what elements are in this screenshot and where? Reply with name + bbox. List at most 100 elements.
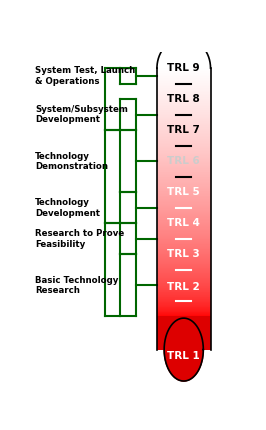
Bar	[157, 230, 210, 231]
Bar	[157, 124, 210, 125]
Bar	[157, 106, 210, 107]
Bar	[157, 161, 210, 162]
Bar	[157, 258, 210, 259]
Bar	[157, 294, 210, 295]
Bar	[157, 240, 210, 241]
Bar	[157, 306, 210, 307]
Bar	[157, 221, 210, 222]
Bar	[157, 93, 210, 94]
Text: TRL 2: TRL 2	[167, 282, 200, 292]
Bar	[157, 246, 210, 247]
Bar	[157, 163, 210, 164]
Bar	[157, 239, 210, 240]
Bar	[157, 285, 210, 286]
Bar	[157, 133, 210, 134]
Bar	[157, 147, 210, 148]
Bar	[157, 298, 210, 299]
Bar	[157, 218, 210, 219]
Bar	[157, 139, 210, 140]
Bar	[157, 271, 210, 272]
Bar	[157, 113, 210, 114]
Bar	[157, 251, 210, 252]
Bar	[157, 290, 210, 291]
Text: TRL 6: TRL 6	[167, 156, 200, 166]
Bar	[157, 89, 210, 90]
Bar	[157, 198, 210, 199]
Text: TRL 4: TRL 4	[167, 218, 200, 228]
Bar	[157, 83, 210, 84]
Bar	[157, 137, 210, 138]
Bar	[157, 236, 210, 237]
Bar	[157, 77, 210, 78]
Bar	[157, 263, 210, 264]
Bar	[157, 229, 210, 230]
Bar	[157, 105, 210, 106]
Bar	[157, 288, 210, 289]
Bar	[157, 196, 210, 197]
Bar	[157, 159, 210, 160]
Bar	[157, 201, 210, 202]
Bar	[157, 224, 210, 225]
Bar	[157, 252, 210, 253]
Bar	[157, 78, 210, 79]
Bar	[157, 95, 210, 96]
Bar	[157, 123, 210, 124]
Bar	[157, 174, 210, 175]
Bar	[157, 205, 210, 206]
Bar	[157, 148, 210, 149]
Bar	[157, 140, 210, 141]
Bar	[157, 183, 210, 184]
Bar	[157, 208, 210, 209]
Bar	[157, 276, 210, 277]
Bar	[157, 90, 210, 91]
Bar	[157, 81, 210, 82]
Bar	[157, 79, 210, 80]
Text: TRL 8: TRL 8	[167, 94, 200, 104]
Bar	[157, 255, 210, 256]
Bar	[157, 112, 210, 113]
Text: Basic Technology
Research: Basic Technology Research	[35, 276, 119, 295]
Bar	[157, 158, 210, 159]
Bar	[157, 265, 210, 266]
Bar	[157, 194, 210, 195]
Bar	[157, 175, 210, 176]
Bar	[157, 223, 210, 224]
Bar	[157, 92, 210, 93]
Bar	[157, 204, 210, 205]
Bar	[157, 122, 210, 123]
Bar	[157, 232, 210, 233]
Bar	[157, 242, 210, 243]
Bar	[157, 166, 210, 167]
Bar	[157, 155, 210, 156]
Bar	[157, 107, 210, 108]
Bar	[157, 272, 210, 273]
Bar	[157, 132, 210, 133]
Bar	[157, 304, 210, 305]
Bar	[157, 211, 210, 212]
Bar	[157, 213, 210, 214]
Bar	[157, 141, 210, 142]
Bar	[157, 173, 210, 174]
Bar	[157, 138, 210, 139]
Bar	[157, 119, 210, 120]
Bar	[157, 72, 210, 73]
Bar	[157, 284, 210, 285]
Bar	[157, 84, 210, 85]
Bar	[157, 99, 210, 100]
Bar	[157, 308, 210, 309]
Text: Research to Prove
Feasibility: Research to Prove Feasibility	[35, 229, 124, 249]
Text: TRL 7: TRL 7	[167, 125, 200, 135]
Bar	[157, 226, 210, 227]
Bar	[157, 261, 210, 262]
Bar	[157, 70, 210, 71]
Bar	[157, 228, 210, 229]
Bar	[157, 167, 210, 168]
Bar	[157, 154, 210, 155]
Bar	[157, 181, 210, 182]
Bar	[157, 103, 210, 104]
Bar	[157, 76, 210, 77]
Bar	[157, 176, 210, 177]
Bar	[157, 248, 210, 249]
Bar	[157, 262, 210, 263]
Bar	[157, 270, 210, 271]
